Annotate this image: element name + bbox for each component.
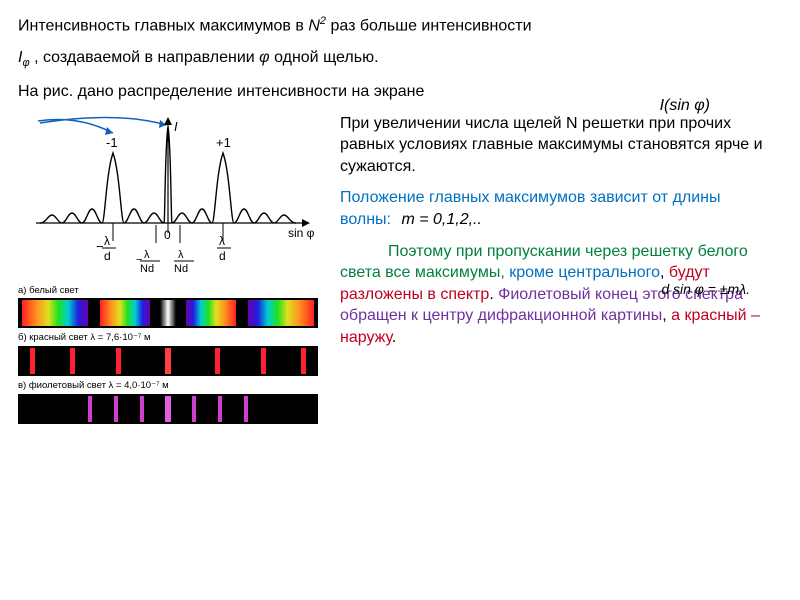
svg-text:λ: λ xyxy=(219,234,225,248)
spectrum-bar-white xyxy=(18,298,318,328)
left-column: I sin φ -1 +1 − λ d 0 λ d xyxy=(18,113,328,428)
spectrum-label-b: б) красный свет λ = 7,6·10⁻⁷ м xyxy=(18,332,328,345)
r3b: кроме центрального xyxy=(509,264,660,281)
spectrum-label-c: в) фиолетовый свет λ = 4,0·10⁻⁷ м xyxy=(18,380,328,393)
svg-text:Nd: Nd xyxy=(174,263,188,275)
right-para-2: Положение главных максимумов зависит от … xyxy=(340,187,782,230)
p2-phi-sub: φ xyxy=(22,57,29,69)
spectrum-bar-violet xyxy=(18,394,318,424)
grating-equation: d sin φ = ±mλ. xyxy=(661,280,750,299)
r3c: , xyxy=(660,264,669,281)
diagram-svg: I sin φ -1 +1 − λ d 0 λ d xyxy=(18,113,318,283)
r2a: Положение главных максимумов зависит от … xyxy=(340,189,721,206)
spectra-block: а) белый свет б) красный свет λ = 7,6·10… xyxy=(18,285,328,424)
r3i: . xyxy=(392,329,396,346)
r2c: m = 0,1,2,.. xyxy=(401,211,481,228)
svg-text:λ: λ xyxy=(104,234,110,248)
svg-text:0: 0 xyxy=(164,228,171,242)
intensity-function-label: I(sin φ) xyxy=(660,95,710,117)
svg-text:λ: λ xyxy=(144,249,150,261)
svg-text:Nd: Nd xyxy=(140,263,154,275)
svg-text:sin φ: sin φ xyxy=(288,226,315,240)
svg-text:d: d xyxy=(219,249,226,263)
svg-text:-1: -1 xyxy=(106,135,118,150)
p1-text-b: раз больше интенсивности xyxy=(330,17,531,34)
svg-text:d: d xyxy=(104,249,111,263)
p2-text-c: одной щелью. xyxy=(274,49,378,66)
svg-text:+1: +1 xyxy=(216,135,231,150)
spectrum-red: б) красный свет λ = 7,6·10⁻⁷ м xyxy=(18,332,328,376)
spectrum-violet: в) фиолетовый свет λ = 4,0·10⁻⁷ м xyxy=(18,380,328,424)
spectrum-bar-red xyxy=(18,346,318,376)
p3-text: На рис. дано распределение интенсивности… xyxy=(18,83,424,100)
spectrum-label-a: а) белый свет xyxy=(18,285,328,298)
svg-text:−: − xyxy=(96,239,104,254)
main-area: I sin φ -1 +1 − λ d 0 λ d xyxy=(18,113,782,428)
right-column: При увеличении числа щелей N решетки при… xyxy=(340,113,782,428)
svg-text:λ: λ xyxy=(178,249,184,261)
spectrum-white: а) белый свет xyxy=(18,285,328,329)
p2-text-b: , создаваемой в направлении xyxy=(34,49,259,66)
intensity-diagram: I sin φ -1 +1 − λ d 0 λ d xyxy=(18,113,318,283)
p1-n: N xyxy=(308,17,320,34)
r3g: , xyxy=(662,307,671,324)
right-para-1: При увеличении числа щелей N решетки при… xyxy=(340,113,782,178)
svg-text:I: I xyxy=(174,119,178,134)
p2-phi: φ xyxy=(259,49,269,66)
paragraph-2: Iφ , создаваемой в направлении φ одной щ… xyxy=(18,47,782,71)
p1-text-a: Интенсивность главных максимумов в xyxy=(18,17,308,34)
paragraph-1: Интенсивность главных максимумов в N2 ра… xyxy=(18,14,782,37)
r3e: . xyxy=(489,286,498,303)
r2b: волны: xyxy=(340,211,391,228)
